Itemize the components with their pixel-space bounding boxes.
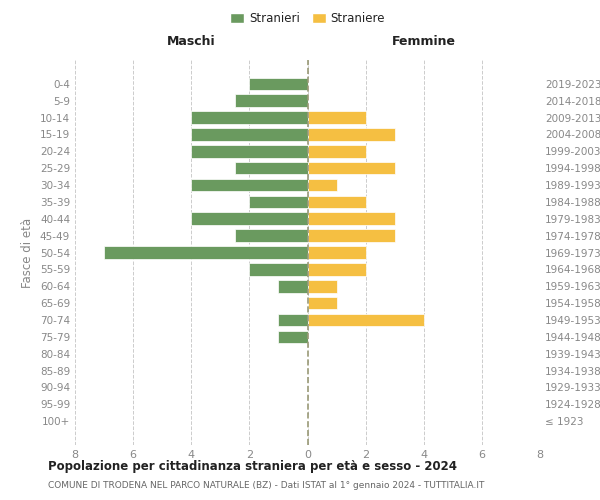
Bar xyxy=(308,162,395,174)
Bar xyxy=(278,330,308,343)
Bar xyxy=(308,246,365,259)
Bar xyxy=(250,78,308,90)
Bar xyxy=(308,263,365,276)
Bar xyxy=(191,212,308,225)
Legend: Stranieri, Straniere: Stranieri, Straniere xyxy=(230,12,385,25)
Bar xyxy=(308,145,365,158)
Bar xyxy=(235,230,308,242)
Text: COMUNE DI TRODENA NEL PARCO NATURALE (BZ) - Dati ISTAT al 1° gennaio 2024 - TUTT: COMUNE DI TRODENA NEL PARCO NATURALE (BZ… xyxy=(48,481,484,490)
Bar xyxy=(308,178,337,192)
Bar xyxy=(278,314,308,326)
Bar xyxy=(308,196,365,208)
Bar xyxy=(250,196,308,208)
Text: Maschi: Maschi xyxy=(167,34,215,48)
Bar xyxy=(308,111,365,124)
Bar xyxy=(191,128,308,141)
Bar xyxy=(191,178,308,192)
Bar xyxy=(278,280,308,292)
Bar xyxy=(308,128,395,141)
Text: Femmine: Femmine xyxy=(392,34,456,48)
Bar xyxy=(104,246,308,259)
Bar xyxy=(191,145,308,158)
Bar xyxy=(191,111,308,124)
Bar xyxy=(308,280,337,292)
Bar xyxy=(235,162,308,174)
Bar xyxy=(308,297,337,310)
Text: Popolazione per cittadinanza straniera per età e sesso - 2024: Popolazione per cittadinanza straniera p… xyxy=(48,460,457,473)
Bar xyxy=(235,94,308,107)
Y-axis label: Fasce di età: Fasce di età xyxy=(22,218,34,288)
Bar xyxy=(308,230,395,242)
Bar xyxy=(308,212,395,225)
Bar xyxy=(308,314,424,326)
Bar xyxy=(250,263,308,276)
